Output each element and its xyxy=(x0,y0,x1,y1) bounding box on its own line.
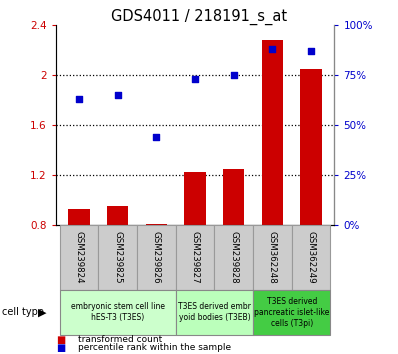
Text: embryonic stem cell line
hES-T3 (T3ES): embryonic stem cell line hES-T3 (T3ES) xyxy=(70,302,165,322)
Bar xyxy=(223,169,244,225)
Text: transformed count: transformed count xyxy=(78,335,162,344)
Text: GSM239824: GSM239824 xyxy=(74,231,84,284)
FancyBboxPatch shape xyxy=(60,225,98,290)
Text: GSM239827: GSM239827 xyxy=(191,231,199,284)
Text: cell type: cell type xyxy=(2,307,44,318)
Point xyxy=(153,134,160,139)
Text: GSM362248: GSM362248 xyxy=(268,231,277,284)
Text: T3ES derived
pancreatic islet-like
cells (T3pi): T3ES derived pancreatic islet-like cells… xyxy=(254,297,330,328)
FancyBboxPatch shape xyxy=(98,225,137,290)
Text: GSM239825: GSM239825 xyxy=(113,231,122,284)
Text: ▶: ▶ xyxy=(37,307,46,318)
Text: T3ES derived embr
yoid bodies (T3EB): T3ES derived embr yoid bodies (T3EB) xyxy=(178,302,251,322)
Point xyxy=(230,72,237,78)
Text: GDS4011 / 218191_s_at: GDS4011 / 218191_s_at xyxy=(111,9,287,25)
FancyBboxPatch shape xyxy=(60,290,176,335)
Bar xyxy=(107,206,128,225)
FancyBboxPatch shape xyxy=(253,290,330,335)
Bar xyxy=(184,172,206,225)
FancyBboxPatch shape xyxy=(215,225,253,290)
Bar xyxy=(262,40,283,225)
Text: GSM239828: GSM239828 xyxy=(229,231,238,284)
Point xyxy=(308,48,314,53)
Point xyxy=(192,76,198,82)
Point xyxy=(115,92,121,98)
Bar xyxy=(300,69,322,225)
Text: GSM362249: GSM362249 xyxy=(306,231,316,284)
FancyBboxPatch shape xyxy=(253,225,292,290)
Text: percentile rank within the sample: percentile rank within the sample xyxy=(78,343,231,353)
Bar xyxy=(146,223,167,225)
Text: ■: ■ xyxy=(56,335,65,345)
Text: ■: ■ xyxy=(56,343,65,353)
FancyBboxPatch shape xyxy=(292,225,330,290)
Bar xyxy=(68,209,90,225)
FancyBboxPatch shape xyxy=(137,225,176,290)
Point xyxy=(269,46,275,52)
FancyBboxPatch shape xyxy=(176,225,215,290)
Text: GSM239826: GSM239826 xyxy=(152,231,161,284)
Point xyxy=(76,96,82,102)
FancyBboxPatch shape xyxy=(176,290,253,335)
